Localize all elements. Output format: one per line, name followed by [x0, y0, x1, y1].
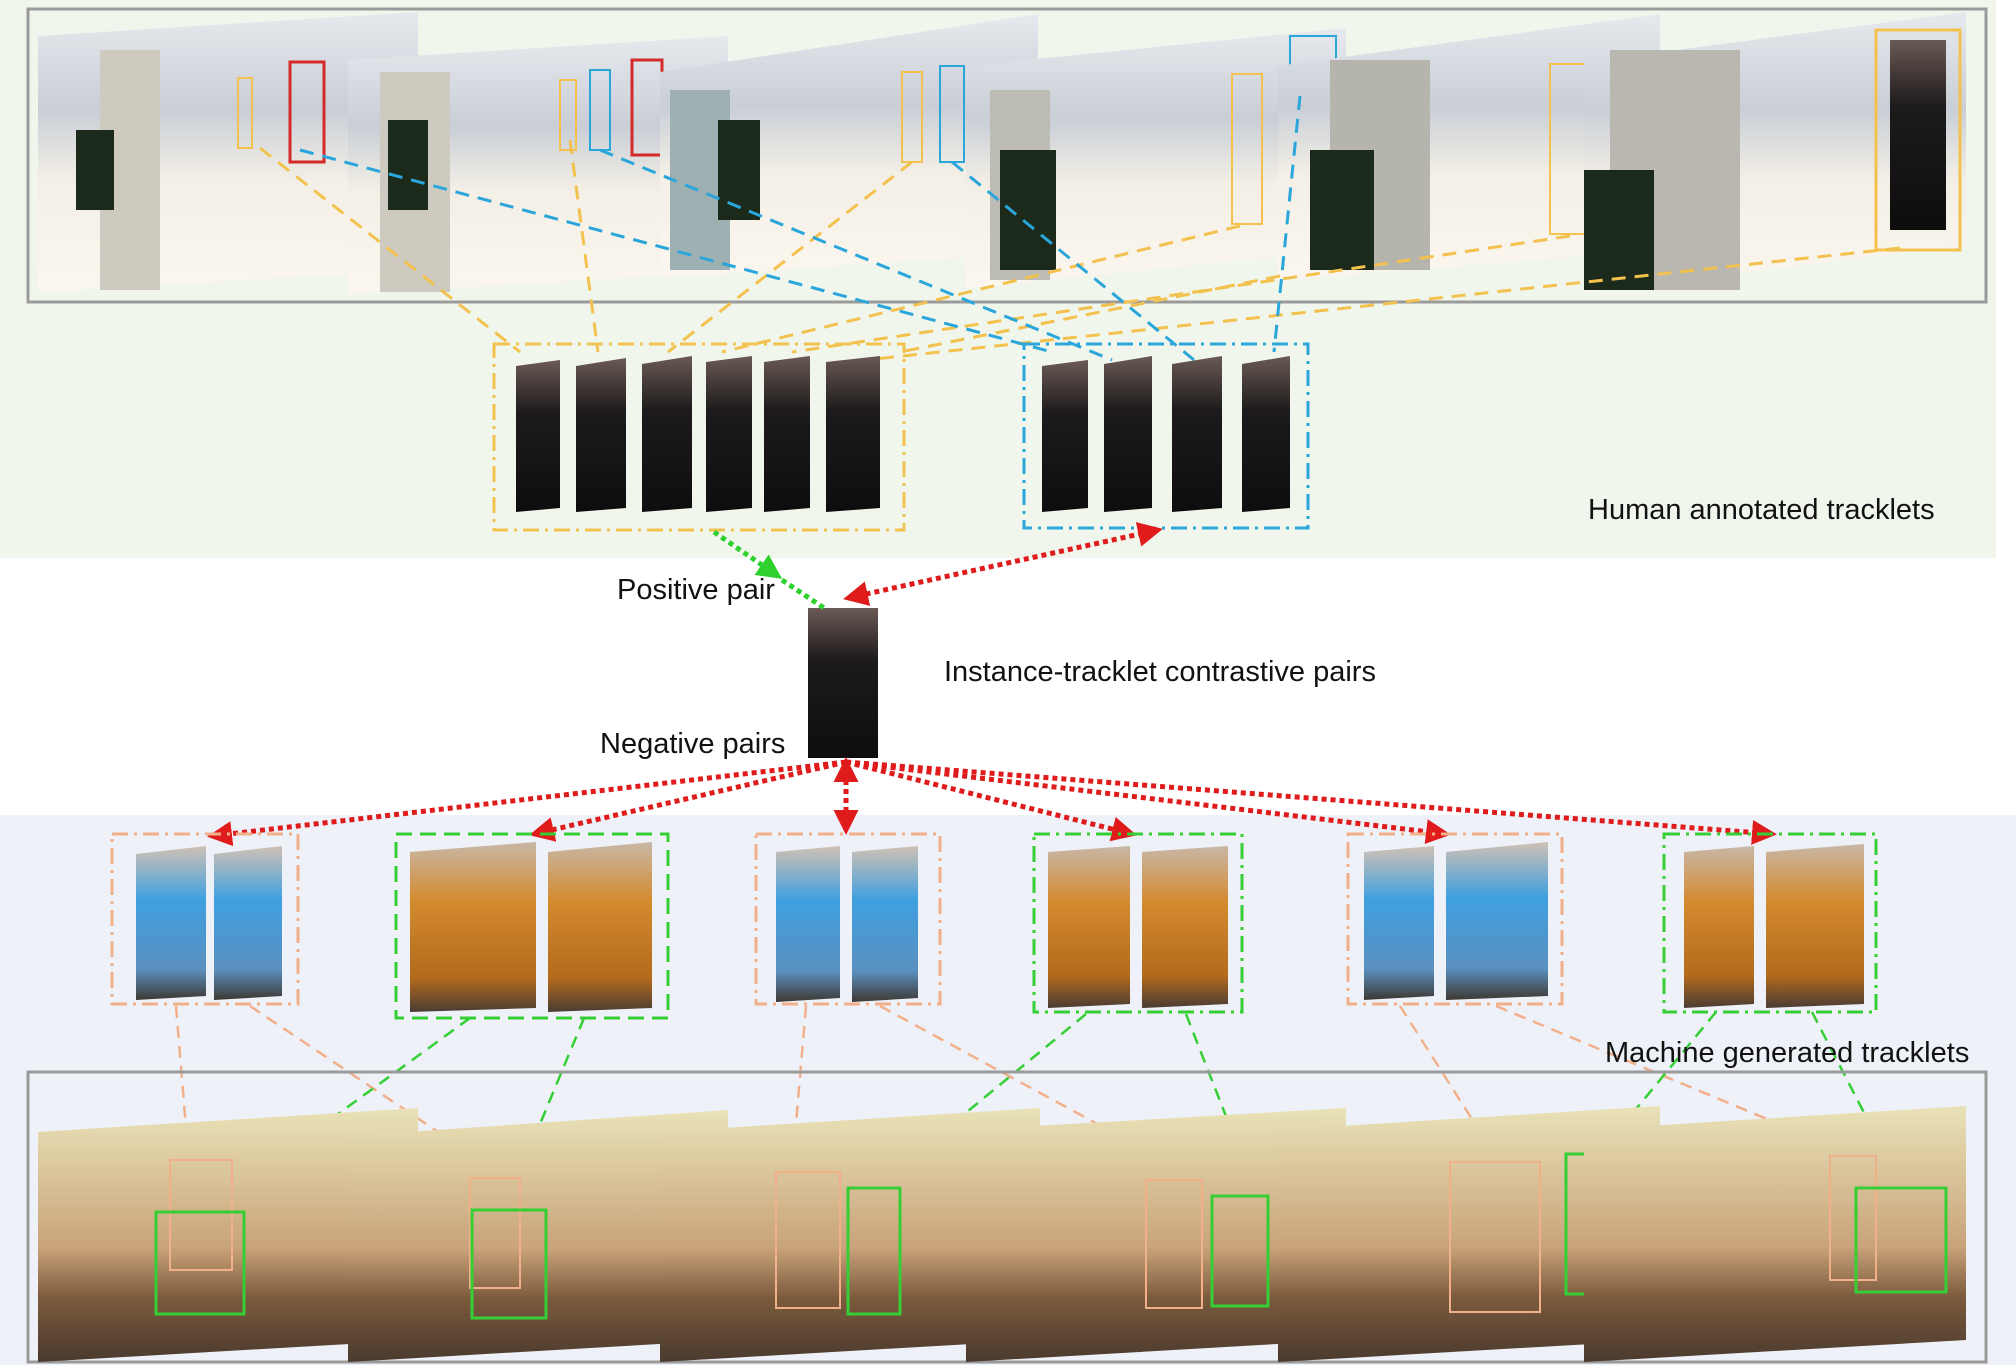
positive-pair-label: Positive pair — [617, 574, 775, 607]
human-annotated-label: Human annotated tracklets — [1588, 494, 1935, 527]
positive-arrow — [714, 532, 778, 576]
machine-generated-label: Machine generated tracklets — [1605, 1037, 1969, 1070]
mall-frame — [1584, 12, 1966, 292]
room-frame — [1584, 1106, 1966, 1362]
yellow-crops — [516, 356, 880, 512]
mall-frames — [38, 12, 1966, 294]
negative-arrow-human — [848, 530, 1158, 598]
negative-arrows — [212, 762, 1772, 836]
positive-arrow-tail — [782, 580, 824, 608]
blue-crops — [1042, 356, 1290, 512]
negative-pairs-label: Negative pairs — [600, 728, 785, 761]
anchor-instance — [808, 608, 878, 758]
contrastive-pairs-label: Instance-tracklet contrastive pairs — [944, 656, 1376, 689]
machine-crop-groups — [112, 834, 1876, 1018]
room-frames — [38, 1106, 1966, 1362]
